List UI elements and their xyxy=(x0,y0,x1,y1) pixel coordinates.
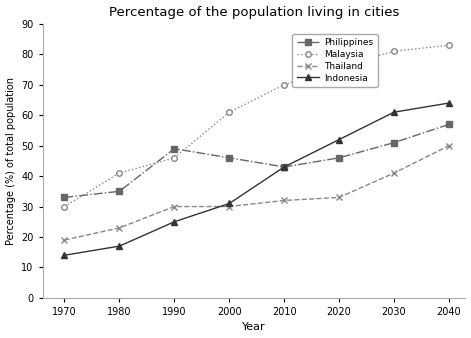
Indonesia xyxy=(117,244,122,248)
Y-axis label: Percentage (%) of total population: Percentage (%) of total population xyxy=(6,77,16,245)
Line: Indonesia: Indonesia xyxy=(62,100,452,258)
Line: Malaysia: Malaysia xyxy=(62,43,452,209)
Indonesia xyxy=(62,253,67,257)
Malaysia xyxy=(336,65,342,69)
Philippines xyxy=(391,141,397,145)
Thailand xyxy=(62,238,67,242)
Line: Philippines: Philippines xyxy=(62,122,452,200)
Malaysia xyxy=(227,110,232,114)
Malaysia xyxy=(446,43,452,47)
Philippines xyxy=(227,156,232,160)
Title: Percentage of the population living in cities: Percentage of the population living in c… xyxy=(109,5,399,19)
Indonesia xyxy=(446,101,452,105)
Thailand xyxy=(117,226,122,230)
Indonesia xyxy=(336,138,342,142)
Legend: Philippines, Malaysia, Thailand, Indonesia: Philippines, Malaysia, Thailand, Indones… xyxy=(292,34,378,87)
Malaysia xyxy=(171,156,177,160)
Indonesia xyxy=(171,220,177,224)
Indonesia xyxy=(391,110,397,114)
Thailand xyxy=(336,195,342,199)
Malaysia xyxy=(117,171,122,175)
Philippines xyxy=(171,147,177,151)
Philippines xyxy=(446,122,452,126)
Thailand xyxy=(227,204,232,209)
Thailand xyxy=(446,144,452,148)
Malaysia xyxy=(62,204,67,209)
Malaysia xyxy=(391,49,397,53)
Philippines xyxy=(62,195,67,199)
Philippines xyxy=(281,165,287,169)
Indonesia xyxy=(227,201,232,206)
Thailand xyxy=(171,204,177,209)
Philippines xyxy=(117,189,122,193)
Malaysia xyxy=(281,83,287,87)
Indonesia xyxy=(281,165,287,169)
Thailand xyxy=(281,198,287,202)
X-axis label: Year: Year xyxy=(242,322,266,333)
Philippines xyxy=(336,156,342,160)
Line: Thailand: Thailand xyxy=(61,142,453,243)
Thailand xyxy=(391,171,397,175)
